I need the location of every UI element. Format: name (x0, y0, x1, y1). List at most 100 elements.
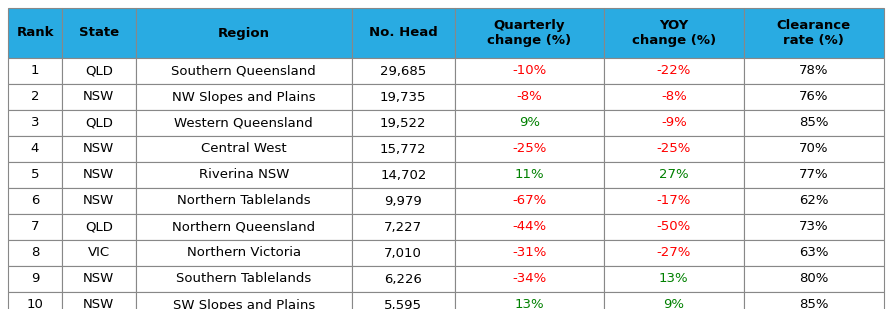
Text: NW Slopes and Plains: NW Slopes and Plains (172, 91, 316, 104)
Text: Northern Tablelands: Northern Tablelands (177, 194, 310, 208)
Bar (604, 8, 744, 58)
Bar (8, 84, 62, 110)
Bar (136, 84, 351, 110)
Text: QLD: QLD (85, 221, 112, 234)
Bar (351, 240, 455, 266)
Text: -25%: -25% (657, 142, 691, 155)
Bar (604, 162, 744, 188)
Bar (136, 58, 351, 84)
Text: VIC: VIC (87, 247, 110, 260)
Bar (455, 292, 604, 309)
Bar (604, 136, 744, 162)
Bar (351, 84, 455, 110)
Bar (62, 136, 136, 162)
Bar (351, 162, 455, 188)
Bar (455, 58, 604, 84)
Text: 10: 10 (27, 298, 44, 309)
Text: -67%: -67% (512, 194, 547, 208)
Text: 19,522: 19,522 (380, 116, 426, 129)
Bar (455, 136, 604, 162)
Text: -10%: -10% (512, 65, 547, 78)
Bar (62, 240, 136, 266)
Text: Riverina NSW: Riverina NSW (199, 168, 289, 181)
Bar (744, 58, 884, 84)
Bar (62, 110, 136, 136)
Bar (604, 240, 744, 266)
Text: 85%: 85% (799, 116, 829, 129)
Bar (8, 8, 62, 58)
Bar (351, 136, 455, 162)
Bar (744, 188, 884, 214)
Text: 8: 8 (31, 247, 39, 260)
Bar (8, 58, 62, 84)
Bar (604, 188, 744, 214)
Text: 1: 1 (30, 65, 39, 78)
Bar (744, 84, 884, 110)
Bar (136, 292, 351, 309)
Text: NSW: NSW (83, 168, 114, 181)
Text: -22%: -22% (657, 65, 691, 78)
Text: NSW: NSW (83, 298, 114, 309)
Bar (351, 58, 455, 84)
Text: 9%: 9% (519, 116, 540, 129)
Text: -34%: -34% (512, 273, 547, 286)
Bar (351, 8, 455, 58)
Bar (136, 162, 351, 188)
Text: Northern Victoria: Northern Victoria (186, 247, 301, 260)
Bar (455, 84, 604, 110)
Bar (136, 240, 351, 266)
Text: 27%: 27% (659, 168, 689, 181)
Bar (604, 266, 744, 292)
Text: No. Head: No. Head (369, 27, 438, 40)
Text: 63%: 63% (799, 247, 829, 260)
Bar (744, 162, 884, 188)
Bar (8, 292, 62, 309)
Bar (62, 162, 136, 188)
Bar (604, 214, 744, 240)
Text: 76%: 76% (799, 91, 829, 104)
Text: 70%: 70% (799, 142, 829, 155)
Bar (136, 110, 351, 136)
Bar (455, 162, 604, 188)
Bar (136, 188, 351, 214)
Bar (136, 8, 351, 58)
Bar (744, 8, 884, 58)
Bar (744, 136, 884, 162)
Text: 7,227: 7,227 (384, 221, 422, 234)
Text: 6,226: 6,226 (384, 273, 422, 286)
Text: NSW: NSW (83, 142, 114, 155)
Text: Region: Region (218, 27, 269, 40)
Text: NSW: NSW (83, 194, 114, 208)
Text: 7: 7 (30, 221, 39, 234)
Text: -8%: -8% (661, 91, 687, 104)
Text: QLD: QLD (85, 116, 112, 129)
Text: 11%: 11% (515, 168, 544, 181)
Bar (455, 188, 604, 214)
Bar (351, 292, 455, 309)
Text: Central West: Central West (201, 142, 286, 155)
Bar (8, 240, 62, 266)
Bar (8, 214, 62, 240)
Text: 9: 9 (31, 273, 39, 286)
Text: 4: 4 (31, 142, 39, 155)
Text: 85%: 85% (799, 298, 829, 309)
Bar (8, 266, 62, 292)
Text: -9%: -9% (661, 116, 687, 129)
Bar (744, 292, 884, 309)
Text: 2: 2 (30, 91, 39, 104)
Text: -17%: -17% (657, 194, 691, 208)
Bar (62, 84, 136, 110)
Text: 9%: 9% (664, 298, 684, 309)
Text: 15,772: 15,772 (380, 142, 426, 155)
Bar (351, 266, 455, 292)
Bar (351, 188, 455, 214)
Text: 62%: 62% (799, 194, 829, 208)
Text: YOY
change (%): YOY change (%) (632, 19, 716, 47)
Text: 9,979: 9,979 (384, 194, 422, 208)
Text: NSW: NSW (83, 91, 114, 104)
Bar (455, 8, 604, 58)
Text: State: State (78, 27, 119, 40)
Bar (744, 266, 884, 292)
Text: NSW: NSW (83, 273, 114, 286)
Bar (8, 136, 62, 162)
